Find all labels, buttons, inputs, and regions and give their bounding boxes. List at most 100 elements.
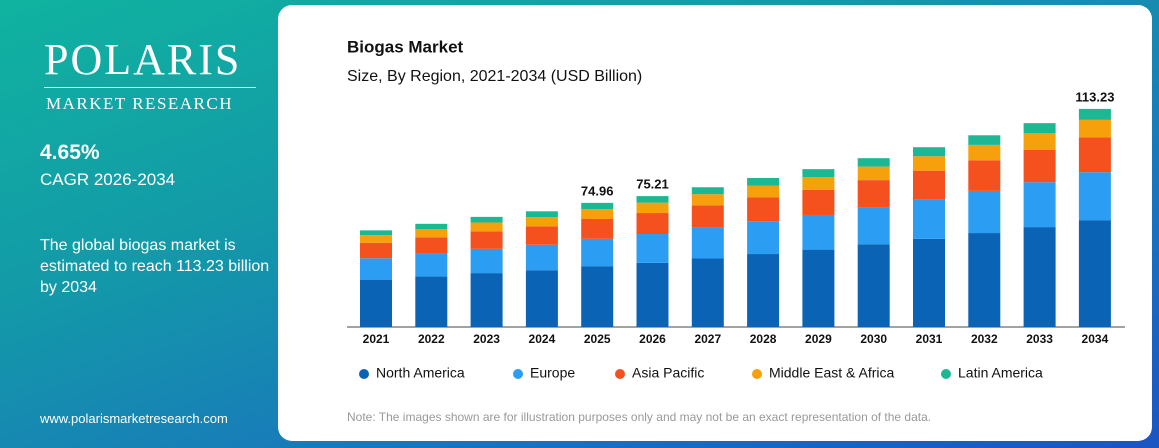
bar-segment xyxy=(691,187,724,195)
bar-segment xyxy=(691,258,724,327)
bar-segment xyxy=(1023,182,1056,228)
website: www.polarismarketresearch.com xyxy=(40,411,228,426)
bar-segment xyxy=(802,214,835,250)
bar-segment xyxy=(470,248,503,274)
stat-label: CAGR 2026-2034 xyxy=(40,170,176,189)
legend-label: Europe xyxy=(530,365,575,381)
x-tick-label: 2025 xyxy=(584,332,611,346)
chart-title: Biogas Market xyxy=(347,37,464,56)
bar-segment xyxy=(470,231,503,249)
x-tick-label: 2026 xyxy=(639,332,666,346)
bar-segment xyxy=(802,189,835,215)
bar-segment xyxy=(913,238,945,327)
bar-segment xyxy=(857,158,890,167)
bar-segment xyxy=(691,194,724,206)
bar-segment xyxy=(802,169,835,178)
x-tick-label: 2021 xyxy=(363,332,390,346)
bar-segment xyxy=(415,229,448,238)
bar-segment xyxy=(802,249,835,327)
bar-segment xyxy=(636,262,669,327)
bar-segment xyxy=(1078,137,1111,173)
bar-segment xyxy=(857,207,890,245)
bar-segment xyxy=(581,266,614,327)
x-tick-label: 2030 xyxy=(860,332,887,346)
bar-segment xyxy=(968,135,1001,145)
total-label: 74.96 xyxy=(581,183,614,198)
x-tick-label: 2023 xyxy=(473,332,500,346)
bar-segment xyxy=(913,199,945,239)
brand-name: POLARIS xyxy=(44,35,242,84)
bar-segment xyxy=(802,177,835,190)
bar-segment xyxy=(415,276,448,327)
bar-segment xyxy=(691,227,724,259)
bar-segment xyxy=(1078,172,1111,221)
bar-segment xyxy=(415,223,448,230)
x-tick-label: 2029 xyxy=(805,332,832,346)
bar-segment xyxy=(1023,227,1056,327)
bar-segment xyxy=(581,202,614,209)
bar-segment xyxy=(581,238,614,267)
bar-segment xyxy=(747,185,780,198)
bar-segment xyxy=(525,226,558,245)
bar-segment xyxy=(581,208,614,220)
stat-value: 4.65% xyxy=(40,141,100,164)
bar-segment xyxy=(913,170,945,200)
legend-swatch xyxy=(615,369,625,379)
bar-segment xyxy=(968,144,1001,161)
bar-segment xyxy=(525,217,558,227)
note: Note: The images shown are for illustrat… xyxy=(347,410,931,424)
x-tick-label: 2034 xyxy=(1082,332,1109,346)
legend-label: Latin America xyxy=(958,365,1043,381)
legend-label: North America xyxy=(376,365,465,381)
bar-segment xyxy=(525,244,558,271)
bar-segment xyxy=(968,160,1001,191)
bar-segment xyxy=(857,166,890,181)
bar-segment xyxy=(360,230,392,236)
bar-segment xyxy=(968,190,1001,234)
total-label: 75.21 xyxy=(636,177,669,192)
bar-segment xyxy=(857,244,890,327)
bar-segment xyxy=(636,234,669,263)
brand-tagline: MARKET RESEARCH xyxy=(46,94,234,113)
bar-segment xyxy=(747,221,780,255)
bar-segment xyxy=(913,147,945,157)
bar-segment xyxy=(968,233,1001,327)
legend-swatch xyxy=(359,369,369,379)
description: The global biogas market is estimated to… xyxy=(40,237,270,296)
bar-segment xyxy=(470,273,503,327)
x-tick-label: 2031 xyxy=(916,332,943,346)
total-label: 113.23 xyxy=(1075,89,1114,104)
bar-segment xyxy=(913,156,945,171)
bar-segment xyxy=(1078,119,1111,138)
legend-swatch xyxy=(752,369,762,379)
bar-segment xyxy=(636,213,669,235)
x-tick-label: 2032 xyxy=(971,332,998,346)
bar-segment xyxy=(360,242,392,259)
brand-rule xyxy=(44,87,256,88)
bar-segment xyxy=(470,216,503,223)
x-tick-label: 2028 xyxy=(750,332,777,346)
bar-segment xyxy=(525,211,558,218)
x-tick-label: 2033 xyxy=(1026,332,1053,346)
bar-segment xyxy=(747,178,780,186)
bar-segment xyxy=(747,197,780,222)
bar-segment xyxy=(857,180,890,208)
legend-swatch xyxy=(513,369,523,379)
bar-segment xyxy=(360,279,392,327)
bar-segment xyxy=(525,270,558,327)
bar-segment xyxy=(1078,108,1111,120)
bar-segment xyxy=(1023,123,1056,134)
x-tick-label: 2024 xyxy=(529,332,556,346)
legend-label: Middle East & Africa xyxy=(769,365,894,381)
bar-segment xyxy=(747,254,780,327)
bar-segment xyxy=(415,237,448,254)
bar-segment xyxy=(581,219,614,239)
x-tick-label: 2022 xyxy=(418,332,445,346)
legend-swatch xyxy=(941,369,951,379)
bar-segment xyxy=(1023,133,1056,150)
bar-segment xyxy=(636,202,669,214)
bar-segment xyxy=(415,253,448,277)
bar-segment xyxy=(1078,220,1111,327)
